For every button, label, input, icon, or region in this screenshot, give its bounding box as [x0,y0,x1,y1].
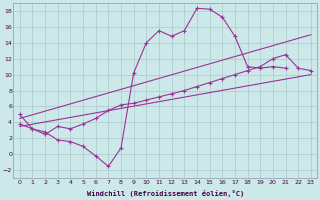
X-axis label: Windchill (Refroidissement éolien,°C): Windchill (Refroidissement éolien,°C) [87,190,244,197]
